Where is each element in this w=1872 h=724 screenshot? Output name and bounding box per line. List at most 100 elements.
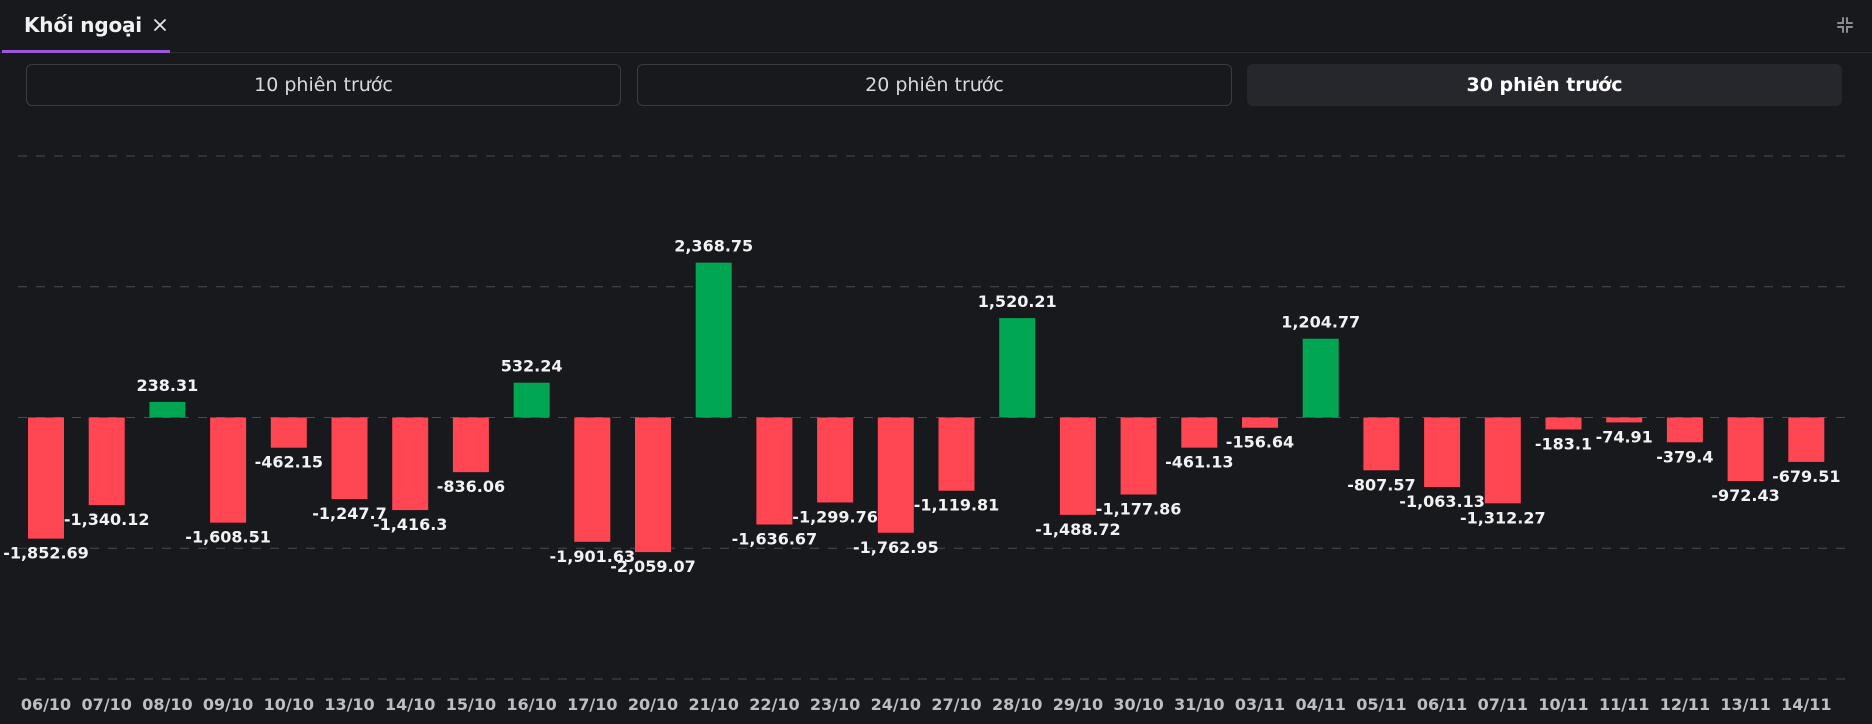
x-tick-label: 22/10 — [749, 695, 799, 714]
x-tick-label: 03/11 — [1235, 695, 1285, 714]
bar-28-10[interactable] — [999, 318, 1036, 418]
value-label: -1,312.27 — [1460, 508, 1546, 527]
bar-31-10[interactable] — [1181, 417, 1218, 448]
value-label: -1,901.63 — [550, 547, 636, 566]
bar-10-11[interactable] — [1545, 417, 1582, 430]
bar-17-10[interactable] — [574, 417, 611, 542]
bar-12-11[interactable] — [1666, 417, 1703, 443]
value-label: 238.31 — [137, 376, 199, 395]
x-tick-label: 30/10 — [1113, 695, 1163, 714]
x-tick-label: 09/10 — [203, 695, 253, 714]
bar-24-10[interactable] — [877, 417, 914, 533]
value-label: -156.64 — [1226, 433, 1294, 452]
range-10-sessions-button[interactable]: 10 phiên trước — [26, 64, 621, 106]
bar-05-11[interactable] — [1363, 417, 1400, 471]
value-label: -972.43 — [1711, 486, 1779, 505]
bar-08-10[interactable] — [149, 401, 186, 418]
bar-09-10[interactable] — [210, 417, 247, 523]
value-label: -462.15 — [255, 453, 323, 472]
x-tick-label: 07/10 — [82, 695, 132, 714]
bar-04-11[interactable] — [1302, 338, 1339, 418]
value-label: -1,063.13 — [1399, 492, 1485, 511]
bar-15-10[interactable] — [452, 417, 489, 473]
value-label: -807.57 — [1347, 475, 1415, 494]
bar-07-10[interactable] — [88, 417, 125, 506]
value-label: -1,247.7 — [312, 504, 386, 523]
bar-23-10[interactable] — [817, 417, 854, 503]
bar-21-10[interactable] — [695, 262, 732, 418]
bar-16-10[interactable] — [513, 382, 550, 418]
close-icon[interactable] — [152, 17, 168, 33]
tab-bar: Khối ngoại — [0, 0, 1872, 53]
collapse-icon[interactable] — [1836, 16, 1854, 34]
value-label: -1,340.12 — [64, 510, 150, 529]
x-tick-label: 28/10 — [992, 695, 1042, 714]
bar-11-11[interactable] — [1606, 417, 1643, 423]
value-label: -1,488.72 — [1035, 520, 1121, 539]
x-tick-label: 23/10 — [810, 695, 860, 714]
tab-label: Khối ngoại — [24, 13, 142, 37]
x-tick-label: 24/10 — [871, 695, 921, 714]
bar-13-10[interactable] — [331, 417, 368, 500]
value-label: -379.4 — [1656, 447, 1713, 466]
value-label: 1,520.21 — [978, 292, 1057, 311]
bar-30-10[interactable] — [1120, 417, 1157, 495]
x-tick-label: 13/11 — [1720, 695, 1770, 714]
bar-14-10[interactable] — [392, 417, 429, 511]
value-label: -1,762.95 — [853, 538, 939, 557]
bar-03-11[interactable] — [1242, 417, 1278, 428]
value-label: -2,059.07 — [610, 557, 696, 576]
bar-10-10[interactable] — [270, 417, 307, 448]
bar-06-10[interactable] — [28, 417, 64, 539]
x-tick-label: 12/11 — [1660, 695, 1710, 714]
value-label: -1,852.69 — [3, 544, 89, 563]
x-tick-label: 31/10 — [1174, 695, 1224, 714]
x-tick-label: 13/10 — [324, 695, 374, 714]
x-tick-label: 05/11 — [1356, 695, 1406, 714]
x-tick-label: 06/11 — [1417, 695, 1467, 714]
range-30-sessions-button[interactable]: 30 phiên trước — [1247, 64, 1842, 106]
x-tick-label: 17/10 — [567, 695, 617, 714]
x-tick-label: 04/11 — [1296, 695, 1346, 714]
bar-29-10[interactable] — [1059, 417, 1096, 515]
bar-14-11[interactable] — [1788, 417, 1825, 462]
value-label: -1,299.76 — [792, 507, 878, 526]
value-label: 532.24 — [501, 357, 563, 376]
bar-22-10[interactable] — [756, 417, 793, 525]
bar-27-10[interactable] — [938, 417, 975, 491]
x-tick-label: 21/10 — [689, 695, 739, 714]
value-label: -1,636.67 — [732, 529, 818, 548]
value-label: -183.1 — [1535, 434, 1592, 453]
tab-foreign-investors[interactable]: Khối ngoại — [2, 0, 170, 53]
bar-06-11[interactable] — [1424, 417, 1461, 488]
range-20-sessions-button[interactable]: 20 phiên trước — [637, 64, 1232, 106]
x-tick-label: 15/10 — [446, 695, 496, 714]
value-label: -836.06 — [437, 477, 505, 496]
bar-20-10[interactable] — [635, 417, 671, 553]
x-tick-label: 27/10 — [931, 695, 981, 714]
x-tick-label: 06/10 — [21, 695, 71, 714]
range-selector: 10 phiên trước 20 phiên trước 30 phiên t… — [26, 64, 1842, 106]
value-label: -1,608.51 — [185, 528, 271, 547]
bar-07-11[interactable] — [1484, 417, 1521, 504]
value-label: -1,177.86 — [1096, 500, 1182, 519]
x-tick-label: 10/10 — [264, 695, 314, 714]
x-tick-label: 20/10 — [628, 695, 678, 714]
x-tick-label: 14/11 — [1781, 695, 1831, 714]
x-tick-label: 29/10 — [1053, 695, 1103, 714]
value-label: -1,119.81 — [914, 496, 1000, 515]
x-tick-label: 07/11 — [1478, 695, 1528, 714]
bar-13-11[interactable] — [1727, 417, 1764, 482]
x-tick-label: 10/11 — [1538, 695, 1588, 714]
x-tick-label: 11/11 — [1599, 695, 1649, 714]
value-label: -74.91 — [1596, 427, 1653, 446]
x-tick-label: 08/10 — [142, 695, 192, 714]
x-tick-label: 14/10 — [385, 695, 435, 714]
value-label: -1,416.3 — [373, 515, 447, 534]
value-label: -461.13 — [1165, 453, 1233, 472]
value-label: 1,204.77 — [1281, 313, 1360, 332]
value-label: -679.51 — [1772, 467, 1840, 486]
value-label: 2,368.75 — [674, 237, 753, 256]
